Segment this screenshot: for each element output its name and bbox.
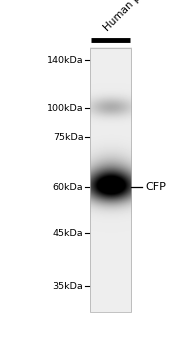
- Text: 60kDa: 60kDa: [53, 182, 83, 191]
- Text: 100kDa: 100kDa: [47, 104, 83, 113]
- Text: 45kDa: 45kDa: [53, 229, 83, 238]
- Text: CFP: CFP: [145, 182, 166, 192]
- Text: 35kDa: 35kDa: [53, 282, 83, 291]
- Text: Human plasma: Human plasma: [101, 0, 164, 33]
- Text: 75kDa: 75kDa: [53, 133, 83, 142]
- Bar: [90, 48, 131, 312]
- Text: 140kDa: 140kDa: [47, 56, 83, 65]
